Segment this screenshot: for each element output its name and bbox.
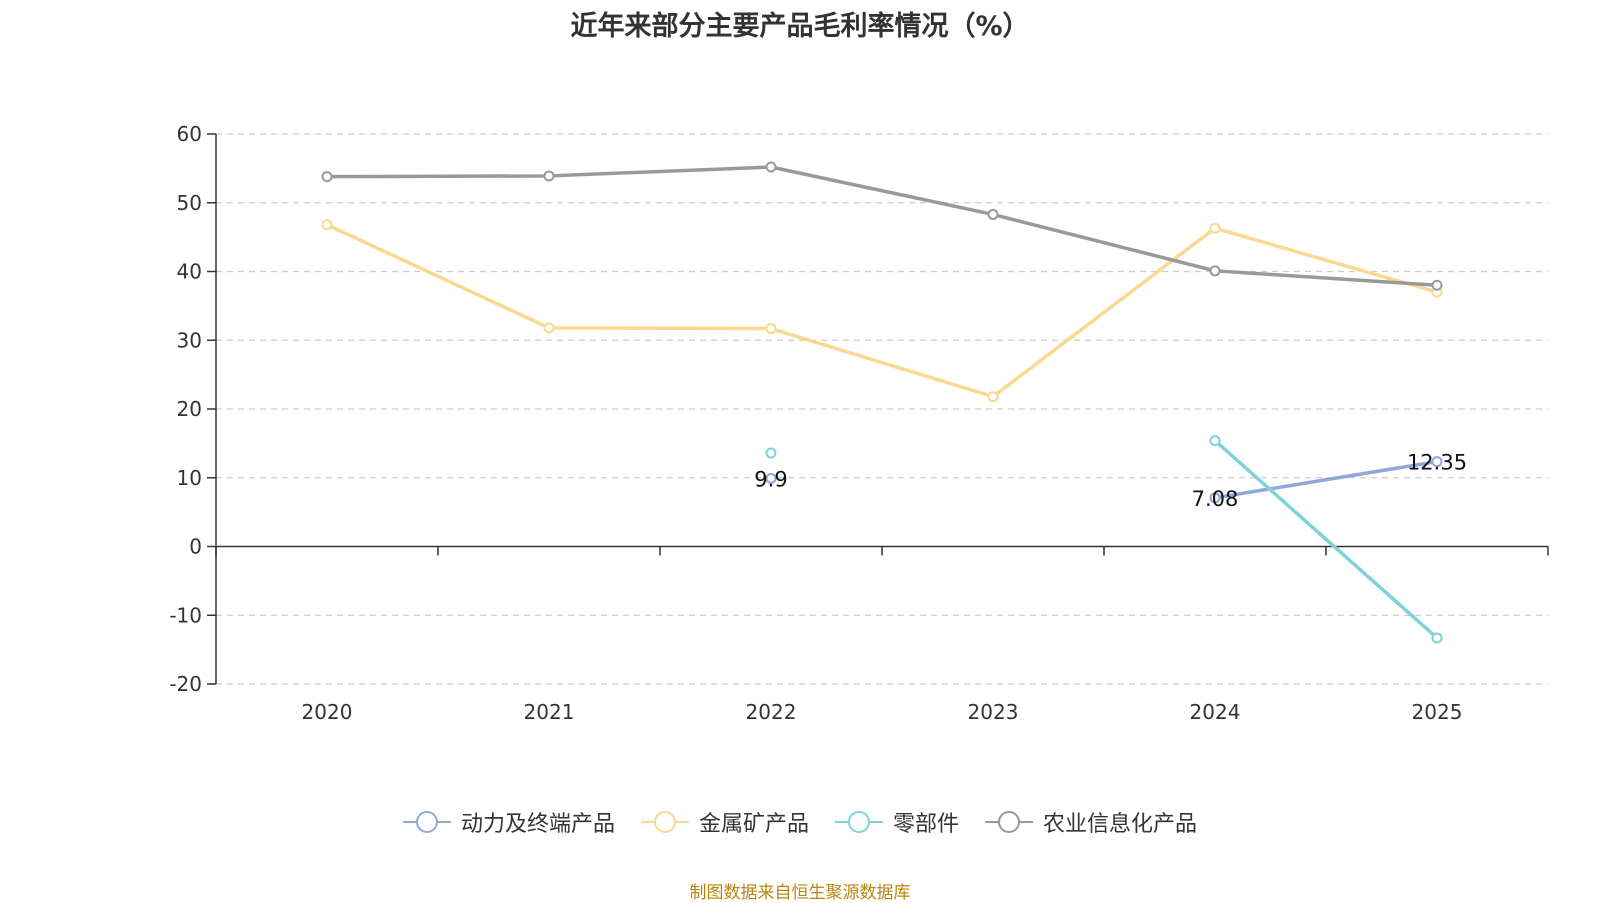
data-point bbox=[543, 170, 555, 182]
data-point bbox=[765, 161, 777, 173]
x-tick-label: 2021 bbox=[524, 700, 575, 724]
y-tick-label: -10 bbox=[169, 603, 202, 627]
data-point bbox=[1431, 632, 1443, 644]
legend: 动力及终端产品 金属矿产品 零部件 农业信息化产品 bbox=[0, 806, 1600, 838]
data-point bbox=[1209, 435, 1221, 447]
legend-label: 农业信息化产品 bbox=[1043, 812, 1198, 837]
x-tick-label: 2022 bbox=[746, 700, 797, 724]
series-lines bbox=[321, 161, 1443, 644]
legend-label: 动力及终端产品 bbox=[460, 812, 615, 837]
series-1 bbox=[321, 219, 1443, 403]
data-label: 7.08 bbox=[1192, 487, 1239, 511]
data-labels: 9.9 7.08 12.35 bbox=[754, 451, 1467, 511]
legend-swatch-icon bbox=[985, 811, 1034, 833]
series-2 bbox=[765, 435, 1443, 644]
series-line bbox=[1213, 439, 1439, 640]
y-tick-label: 0 bbox=[189, 535, 202, 559]
legend-item[interactable]: 零部件 bbox=[835, 806, 959, 838]
legend-item[interactable]: 农业信息化产品 bbox=[985, 806, 1197, 838]
data-point bbox=[987, 208, 999, 220]
data-point bbox=[1209, 265, 1221, 277]
y-tick-label: 20 bbox=[177, 397, 202, 421]
legend-label: 零部件 bbox=[893, 812, 960, 837]
series-line bbox=[1214, 459, 1438, 500]
data-label: 12.35 bbox=[1407, 451, 1467, 475]
data-point bbox=[765, 447, 777, 459]
legend-item[interactable]: 动力及终端产品 bbox=[402, 806, 615, 838]
data-point bbox=[765, 472, 777, 484]
y-tick-label: 50 bbox=[177, 191, 202, 215]
x-tick-label: 2020 bbox=[302, 700, 353, 724]
data-point bbox=[1209, 492, 1221, 504]
series-line bbox=[326, 165, 1438, 287]
data-point bbox=[765, 323, 777, 335]
chart-title: 近年来部分主要产品毛利率情况（%） bbox=[570, 11, 1030, 42]
source-note: 制图数据来自恒生聚源数据库 bbox=[689, 883, 911, 903]
x-tick-label: 2024 bbox=[1190, 700, 1241, 724]
data-point bbox=[543, 322, 555, 334]
data-point bbox=[987, 391, 999, 403]
x-tick-label: 2025 bbox=[1412, 700, 1463, 724]
series-3 bbox=[321, 161, 1443, 291]
y-tick-label: 30 bbox=[177, 328, 202, 352]
axes: 60 50 40 30 20 10 0 -10 -20 2020 2021 2022 2023 2024 2… bbox=[169, 122, 1549, 724]
legend-swatch-icon bbox=[835, 811, 883, 833]
x-tick-label: 2023 bbox=[968, 700, 1019, 724]
y-tick-label: 60 bbox=[177, 122, 202, 146]
grid-lines bbox=[216, 133, 1548, 685]
legend-item[interactable]: 金属矿产品 bbox=[640, 806, 809, 838]
legend-label: 金属矿产品 bbox=[698, 812, 809, 837]
y-tick-label: 40 bbox=[177, 260, 202, 284]
legend-swatch-icon bbox=[402, 811, 451, 833]
data-point bbox=[1431, 279, 1443, 291]
y-tick-label: 10 bbox=[177, 466, 202, 490]
data-point bbox=[321, 171, 333, 183]
legend-swatch-icon bbox=[640, 811, 689, 833]
data-point bbox=[1431, 456, 1443, 468]
y-tick-label: -20 bbox=[169, 672, 202, 696]
data-point bbox=[1209, 222, 1221, 234]
data-point bbox=[321, 219, 333, 231]
series-line bbox=[326, 223, 1438, 399]
data-label: 9.9 bbox=[754, 467, 787, 491]
series-0 bbox=[765, 456, 1443, 504]
